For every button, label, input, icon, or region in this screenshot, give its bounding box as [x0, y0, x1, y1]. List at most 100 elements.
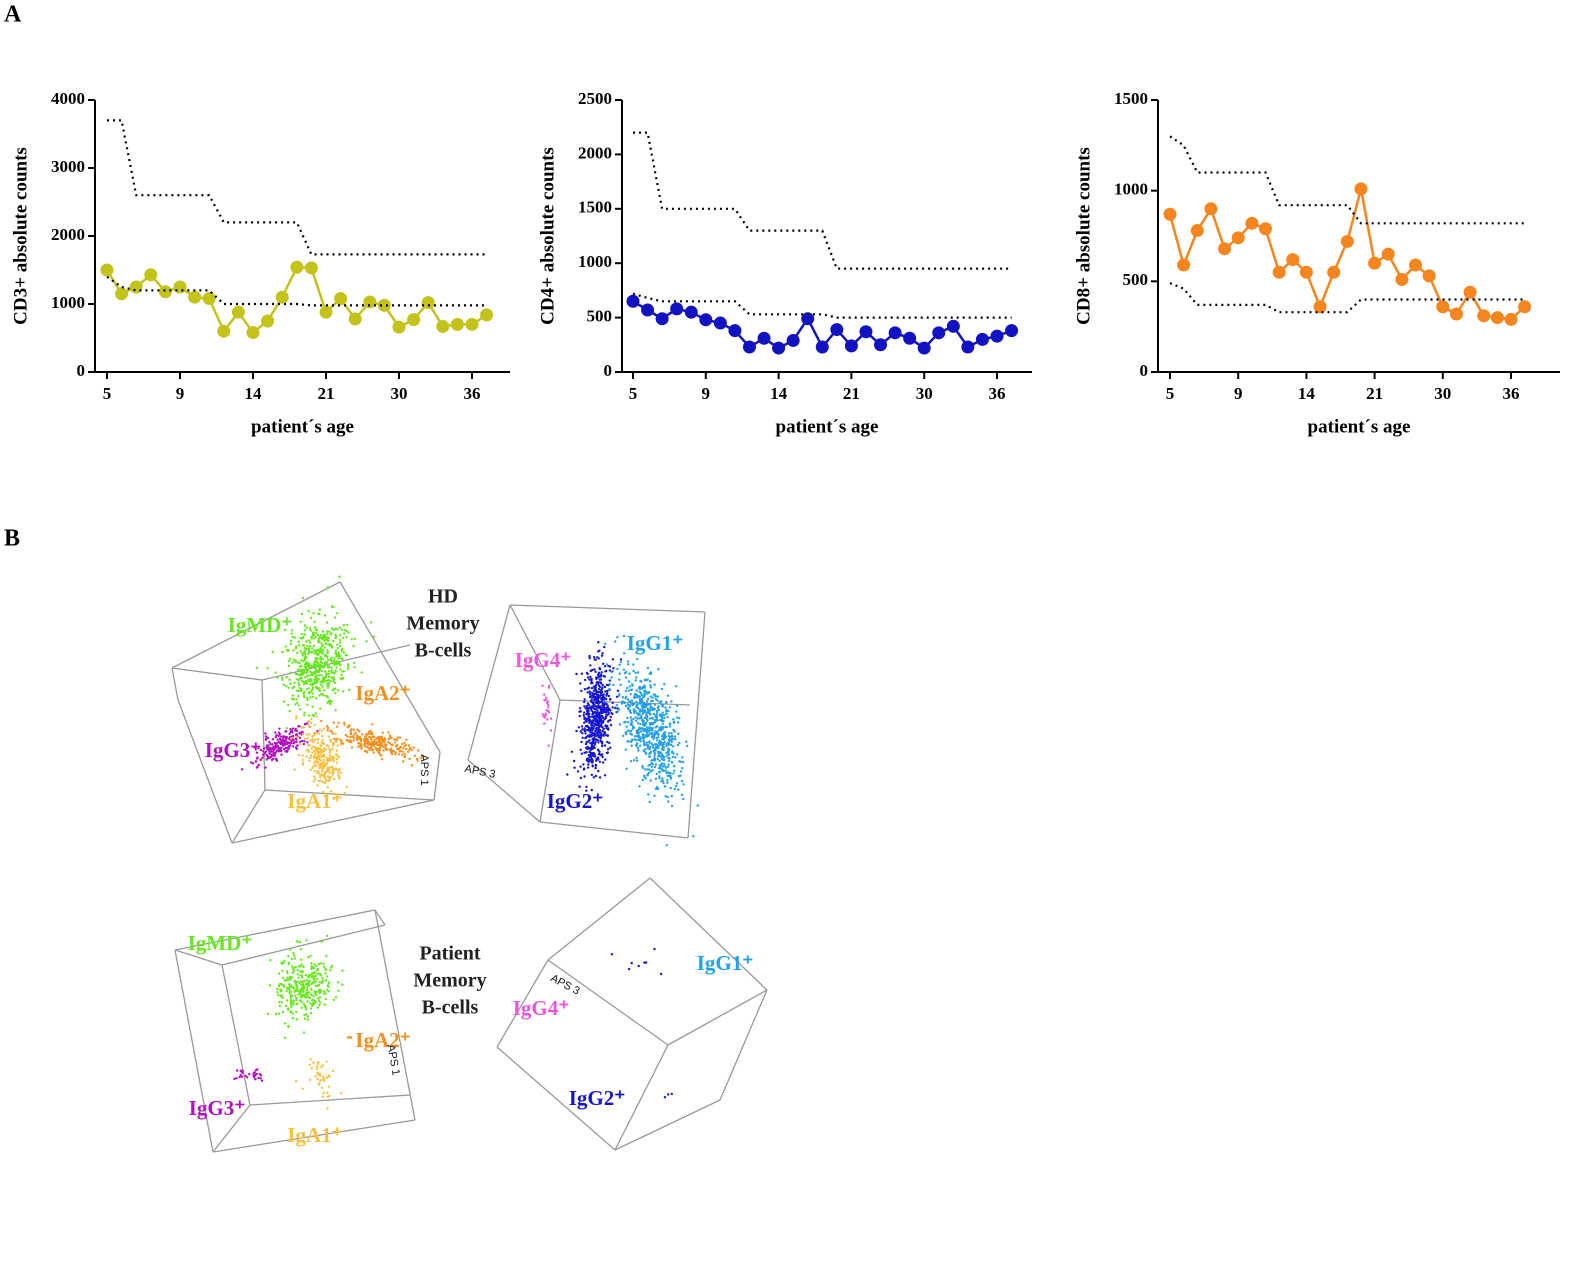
x-tick-label: 14	[770, 384, 788, 403]
cell-dot	[590, 709, 593, 712]
cell-dot	[660, 715, 664, 718]
x-axis-label: patient´s age	[251, 416, 354, 437]
cell-dot	[327, 675, 331, 678]
cell-dot	[594, 741, 597, 744]
cell-dot	[594, 686, 597, 689]
cell-dot	[310, 721, 313, 725]
cell-dot	[593, 692, 596, 696]
cell-dot	[281, 1010, 285, 1014]
cell-dot	[302, 990, 305, 993]
cell-dot	[275, 743, 278, 746]
cell-dot	[349, 729, 352, 732]
cell-dot	[344, 733, 348, 737]
data-point	[246, 326, 260, 340]
cell-dot	[365, 736, 368, 740]
cell-dot	[299, 743, 302, 746]
data-point	[115, 287, 129, 301]
cell-dot	[300, 974, 303, 977]
cell-dot	[299, 650, 302, 653]
cell-dot	[579, 776, 583, 780]
cell-dot	[663, 758, 666, 762]
cell-dot	[264, 735, 268, 738]
cell-dot	[632, 708, 635, 711]
cell-dot	[665, 743, 668, 746]
cell-dot	[332, 797, 335, 801]
cell-dot	[586, 702, 590, 705]
cell-dot	[299, 996, 302, 999]
cell-dot	[594, 774, 598, 778]
cell-dot	[584, 724, 588, 728]
cell-dot	[318, 991, 321, 995]
population-label: IgG1⁺	[627, 631, 684, 655]
cell-dot	[332, 757, 336, 760]
cell-dot	[337, 771, 340, 774]
cell-dot	[672, 728, 675, 732]
plot-title: HD	[428, 586, 458, 608]
cell-dot	[305, 647, 308, 651]
cell-dot	[363, 743, 366, 746]
population-label: IgG2⁺	[547, 789, 604, 813]
cell-dot	[316, 1006, 319, 1009]
cell-dot	[332, 721, 335, 724]
cell-dot	[331, 732, 335, 735]
cell-dot	[322, 689, 326, 692]
cell-dot	[342, 676, 345, 680]
cell-dot	[394, 741, 397, 744]
cell-dot	[312, 649, 316, 652]
cell-dot	[337, 651, 340, 655]
cell-dot	[292, 986, 295, 990]
cell-dot	[583, 775, 586, 778]
cell-dot	[583, 729, 586, 732]
cell-dot	[371, 723, 374, 726]
cell-dot	[668, 757, 671, 760]
cell-dot	[348, 688, 351, 692]
cell-dot	[313, 670, 316, 674]
cell-dot	[289, 998, 293, 1002]
cell-dot	[321, 652, 324, 655]
cell-dot	[545, 709, 548, 712]
cell-dot	[289, 730, 292, 733]
cell-dot	[326, 786, 329, 789]
cell-dot	[633, 759, 636, 762]
data-point	[407, 313, 421, 327]
cell-dot	[323, 639, 326, 642]
cell-dot	[649, 770, 653, 773]
cell-dot	[295, 715, 298, 718]
cell-dot	[664, 710, 668, 713]
cell-dot	[288, 986, 291, 989]
cell-dot	[636, 722, 640, 725]
cell-dot	[605, 702, 608, 705]
cell-dot	[289, 639, 293, 642]
cell-dot	[322, 727, 326, 730]
cell-dot	[392, 750, 396, 753]
cell-dot	[646, 773, 649, 776]
cell-dot	[296, 744, 299, 747]
cell-dot	[643, 724, 646, 727]
cell-dot	[322, 773, 325, 776]
cell-dot	[315, 629, 318, 632]
cell-dot	[650, 759, 653, 762]
cell-dot	[298, 708, 302, 711]
cell-dot	[262, 750, 265, 753]
cell-dot	[599, 739, 602, 742]
cell-dot	[285, 736, 289, 739]
cell-dot	[319, 1079, 322, 1082]
cell-dot	[601, 729, 604, 732]
cell-dot	[660, 725, 663, 728]
cube-edge	[212, 1119, 416, 1153]
cell-dot	[315, 648, 318, 652]
cell-dot	[346, 667, 350, 670]
cell-dot	[640, 716, 643, 720]
cell-dot	[357, 736, 360, 740]
cube-edge	[539, 821, 689, 839]
cell-dot	[643, 768, 647, 771]
cell-dot	[338, 644, 342, 648]
cell-dot	[405, 738, 408, 741]
cell-dot	[595, 677, 598, 680]
cell-dot	[301, 739, 304, 743]
y-tick-label: 2500	[578, 89, 612, 108]
cell-dot	[339, 743, 343, 746]
cell-dot	[246, 1076, 249, 1079]
cell-dot	[588, 721, 591, 725]
cell-dot	[278, 983, 281, 986]
